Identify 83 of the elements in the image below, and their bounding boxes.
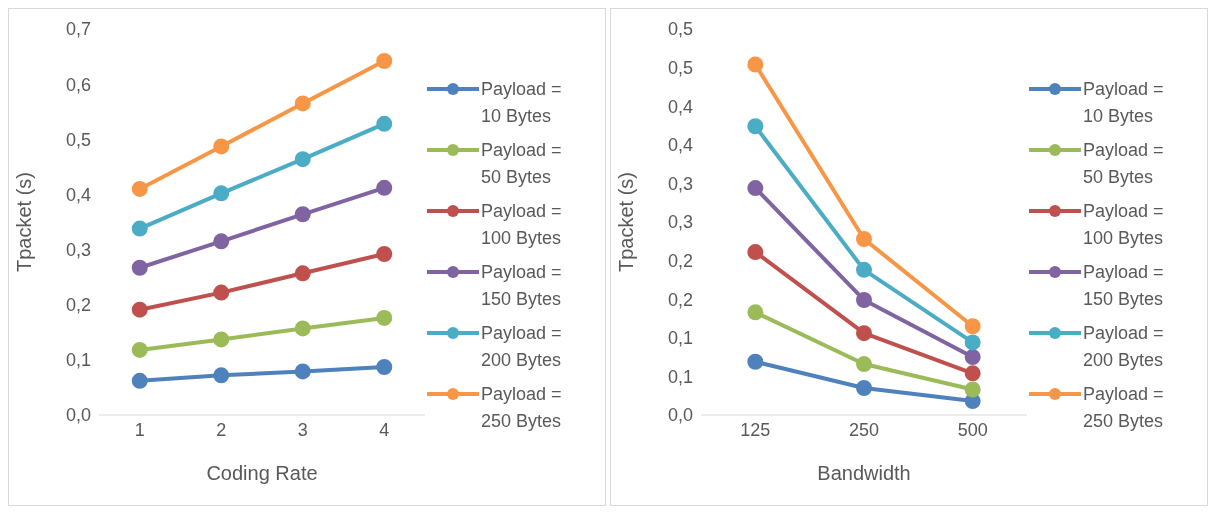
point <box>964 349 981 366</box>
x-tick-label: 250 <box>848 419 880 440</box>
point <box>856 379 872 396</box>
point <box>213 185 230 202</box>
point <box>294 320 311 337</box>
y-tick-label: 0,4 <box>65 184 91 205</box>
y-axis-title: Tpacket (s) <box>13 171 36 273</box>
point <box>376 179 393 196</box>
y-tick-label: 0,2 <box>667 289 693 310</box>
point <box>376 52 393 69</box>
x-tick-label: 4 <box>379 419 390 440</box>
point <box>856 325 872 342</box>
point <box>747 118 764 135</box>
point <box>856 291 872 308</box>
x-axis-title: Coding Rate <box>206 462 318 484</box>
point <box>294 95 311 112</box>
point <box>213 331 230 348</box>
legend-label: Payload = 250 Bytes <box>1083 383 1165 433</box>
y-tick-label: 0,3 <box>667 173 693 194</box>
legend-label: Payload = 10 Bytes <box>1083 78 1165 128</box>
y-tick-label: 0,3 <box>65 239 91 260</box>
y-tick-label: 0,5 <box>667 57 693 78</box>
point <box>294 265 311 282</box>
x-tick-label: 125 <box>740 419 771 440</box>
legend-label: Payload = 50 Bytes <box>1083 139 1165 189</box>
point <box>294 151 311 168</box>
y-tick-label: 0,2 <box>667 250 693 271</box>
point <box>376 245 393 262</box>
point <box>131 372 148 389</box>
y-tick-label: 0,4 <box>667 96 693 117</box>
y-tick-label: 0,2 <box>65 295 91 316</box>
legend-label: Payload = 200 Bytes <box>1083 322 1165 372</box>
y-tick-label: 0,0 <box>667 405 693 426</box>
point <box>376 115 393 132</box>
y-tick-label: 0,0 <box>65 405 91 426</box>
point <box>131 341 148 358</box>
y-tick-label: 0,1 <box>667 328 693 349</box>
legend-label: Payload = 150 Bytes <box>1083 261 1165 311</box>
x-axis-title: Bandwidth <box>817 462 911 484</box>
legend-label: Payload = 50 Bytes <box>481 139 563 189</box>
y-tick-label: 0,3 <box>667 212 693 233</box>
x-tick-label: 1 <box>134 419 145 440</box>
legend-label: Payload = 100 Bytes <box>1083 200 1165 250</box>
point <box>747 304 764 321</box>
point <box>964 318 981 335</box>
point <box>747 353 764 370</box>
point <box>131 180 148 197</box>
x-tick-label: 3 <box>297 419 308 440</box>
point <box>964 334 981 351</box>
point <box>964 381 981 398</box>
point <box>294 363 311 380</box>
legend-label: Payload = 250 Bytes <box>481 383 563 433</box>
point <box>964 365 981 382</box>
point <box>131 301 148 318</box>
point <box>131 220 148 237</box>
point <box>294 206 311 223</box>
point <box>856 261 872 278</box>
point <box>131 259 148 276</box>
y-tick-label: 0,1 <box>667 366 693 387</box>
point <box>213 367 230 384</box>
y-tick-label: 0,7 <box>65 19 91 40</box>
point <box>856 356 872 373</box>
y-tick-label: 0,5 <box>667 19 693 40</box>
y-tick-label: 0,6 <box>65 74 91 95</box>
y-tick-label: 0,1 <box>65 350 91 371</box>
point <box>856 230 872 247</box>
x-tick-label: 500 <box>957 419 988 440</box>
point <box>747 244 764 261</box>
y-axis-title: Tpacket (s) <box>615 171 638 273</box>
point <box>213 233 230 250</box>
legend-label: Payload = 100 Bytes <box>481 200 563 250</box>
point <box>376 359 393 376</box>
legend-label: Payload = 150 Bytes <box>481 261 563 311</box>
point <box>376 309 393 326</box>
y-tick-label: 0,4 <box>667 135 693 156</box>
point <box>747 56 764 73</box>
y-tick-label: 0,5 <box>65 129 91 150</box>
point <box>213 138 230 155</box>
legend-label: Payload = 200 Bytes <box>481 322 563 372</box>
legend-label: Payload = 10 Bytes <box>481 78 563 128</box>
point <box>747 180 764 197</box>
point <box>213 284 230 301</box>
x-tick-label: 2 <box>216 419 227 440</box>
